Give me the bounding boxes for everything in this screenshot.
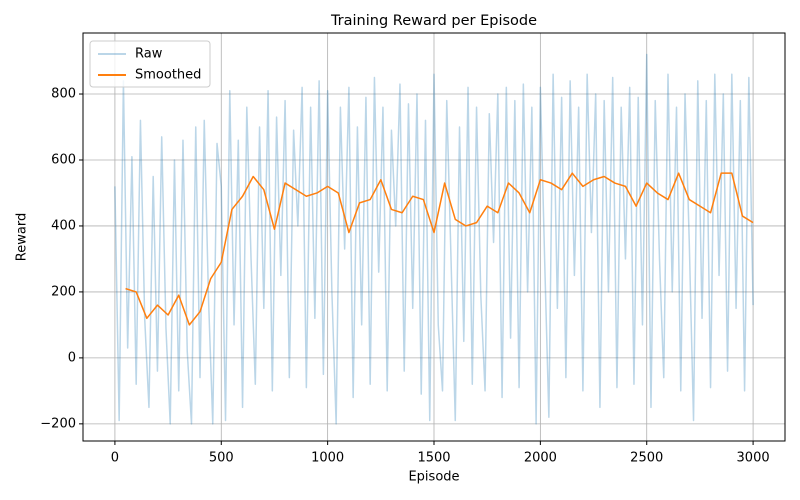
y-axis-label: Reward bbox=[15, 213, 30, 261]
series-line bbox=[114, 53, 754, 425]
grid bbox=[83, 33, 785, 441]
x-tick-label: 1000 bbox=[311, 451, 344, 466]
y-tick-label: 200 bbox=[51, 284, 76, 299]
y-tick-label: 0 bbox=[68, 350, 76, 365]
x-tick-label: 2000 bbox=[524, 451, 557, 466]
x-tick-label: 2500 bbox=[630, 451, 663, 466]
legend-label: Smoothed bbox=[135, 68, 201, 83]
legend: Raw Smoothed bbox=[89, 40, 211, 88]
y-tick-label: 400 bbox=[51, 218, 76, 233]
x-tick-label: 0 bbox=[111, 451, 119, 466]
x-tick-label: 3000 bbox=[737, 451, 770, 466]
y-tick-label: 600 bbox=[51, 152, 76, 167]
y-tick-label: 800 bbox=[51, 87, 76, 102]
plot-lines bbox=[114, 53, 754, 425]
x-tick-label: 500 bbox=[209, 451, 234, 466]
x-axis-label: Episode bbox=[408, 470, 459, 485]
x-tick-label: 1500 bbox=[417, 451, 450, 466]
chart-title: Training Reward per Episode bbox=[330, 13, 537, 29]
legend-label: Raw bbox=[135, 47, 163, 62]
series-line bbox=[125, 172, 754, 326]
y-tick-label: −200 bbox=[40, 416, 76, 431]
ticks: 0 500 1000 1500 2000 2500 3000 −200 0 200 400 600 80… bbox=[40, 87, 769, 466]
